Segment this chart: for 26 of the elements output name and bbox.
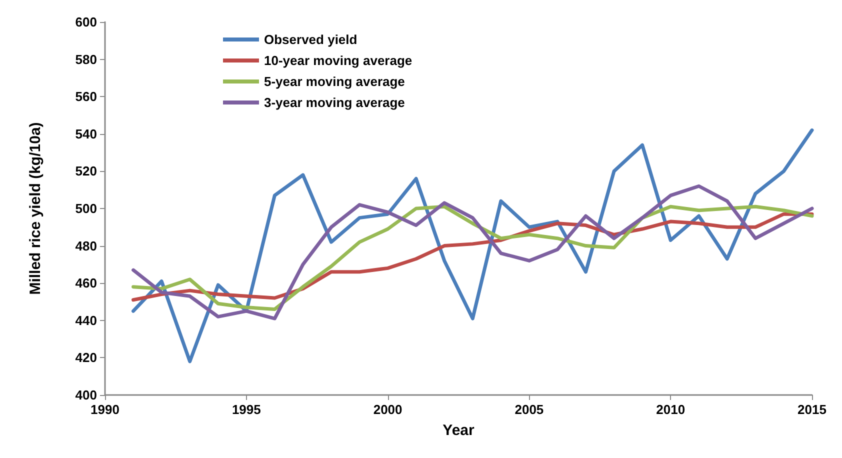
- line-series: [132, 184, 814, 320]
- y-tick-label: 520: [75, 164, 97, 179]
- legend-label: 10-year moving average: [264, 53, 412, 68]
- legend-label: 5-year moving average: [264, 74, 405, 89]
- y-tick-label: 600: [75, 14, 97, 30]
- y-tick-label: 440: [75, 312, 97, 328]
- legend-label: 3-year moving average: [264, 95, 405, 110]
- x-tick-label: 2015: [798, 402, 826, 417]
- y-tick-label: 540: [75, 126, 97, 142]
- y-tick-label: 420: [75, 350, 97, 366]
- y-tick-label: 480: [75, 238, 97, 254]
- x-tick-label: 1995: [232, 402, 261, 417]
- y-axis-title: Milled rice yield (kg/10a): [27, 122, 44, 295]
- x-axis-title: Year: [442, 422, 475, 439]
- x-tick-label: 2005: [514, 402, 544, 417]
- x-tick-label: 2000: [373, 402, 402, 417]
- legend-label: Observed yield: [264, 32, 358, 47]
- y-tick-label: 580: [75, 52, 97, 67]
- y-tick-label: 500: [75, 201, 97, 216]
- y-tick-label: 400: [75, 388, 97, 402]
- line-series: [132, 128, 814, 364]
- y-tick-label: 560: [75, 89, 97, 104]
- x-tick-label: 2010: [656, 402, 686, 417]
- x-tick-label: 1990: [90, 402, 120, 417]
- line-series: [132, 204, 814, 311]
- y-tick-label: 460: [75, 276, 97, 291]
